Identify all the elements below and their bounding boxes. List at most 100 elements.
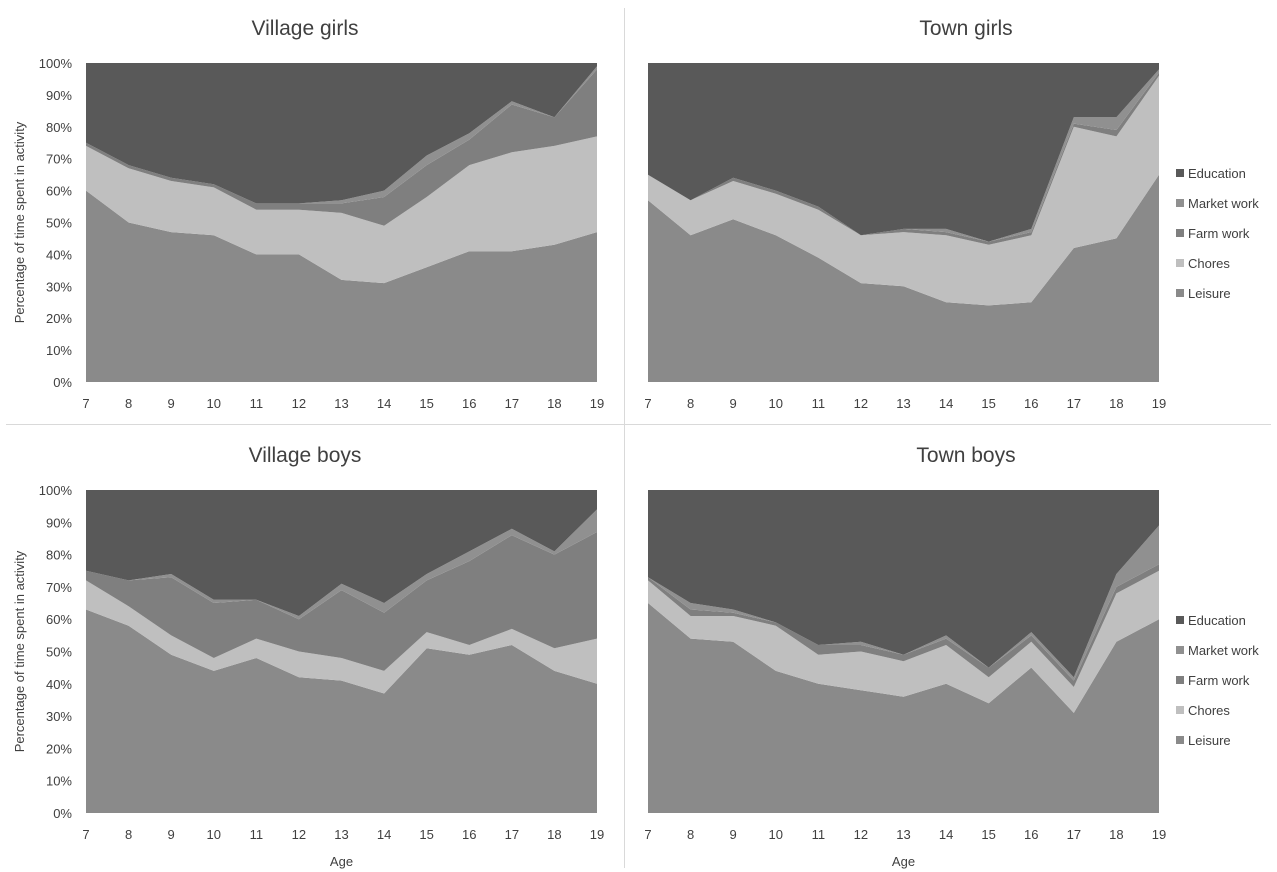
x-tick-label: 8 — [687, 396, 694, 411]
chart-town-boys: Town boys 7 8 9 10 11 12 13 14 15 16 17 18 19 Age Educa… — [644, 444, 1259, 869]
chart-title: Town boys — [916, 444, 1015, 467]
x-tick-label: 17 — [505, 396, 519, 411]
x-tick-label: 11 — [250, 827, 264, 842]
y-tick-label: 50% — [46, 216, 72, 231]
y-tick-label: 10% — [46, 774, 72, 789]
series-area-education — [86, 63, 597, 204]
y-tick-label: 60% — [46, 184, 72, 199]
x-tick-label: 13 — [896, 396, 910, 411]
legend-label-farm-work: Farm work — [1188, 226, 1250, 241]
x-tick-label: 11 — [812, 827, 826, 842]
y-tick-label: 10% — [46, 343, 72, 358]
x-tick-label: 12 — [292, 396, 306, 411]
legend-swatch-farm-work — [1176, 676, 1184, 684]
x-tick-label: 14 — [377, 396, 391, 411]
x-tick-label: 15 — [981, 827, 995, 842]
legend-swatch-farm-work — [1176, 229, 1184, 237]
x-tick-label: 7 — [82, 827, 89, 842]
x-tick-label: 16 — [462, 827, 476, 842]
series-area-farm-work — [86, 532, 597, 671]
x-tick-label: 9 — [730, 827, 737, 842]
x-tick-label: 7 — [644, 827, 651, 842]
x-tick-label: 13 — [896, 827, 910, 842]
legend-label-education: Education — [1188, 613, 1246, 628]
y-tick-label: 90% — [46, 88, 72, 103]
x-tick-label: 17 — [505, 827, 519, 842]
series-area-chores — [86, 136, 597, 284]
y-tick-label: 80% — [46, 120, 72, 135]
x-tick-label: 9 — [168, 827, 175, 842]
y-tick-label: 20% — [46, 741, 72, 756]
y-axis-label: Percentage of time spent in activity — [12, 121, 27, 323]
x-axis-label: Age — [330, 854, 353, 869]
x-tick-label: 12 — [854, 827, 868, 842]
legend-label-leisure: Leisure — [1188, 733, 1231, 748]
legend-label-leisure: Leisure — [1188, 286, 1231, 301]
y-tick-label: 0% — [53, 806, 72, 821]
series-area-chores — [648, 570, 1159, 713]
x-tick-label: 12 — [854, 396, 868, 411]
legend-label-education: Education — [1188, 166, 1246, 181]
x-tick-label: 17 — [1067, 827, 1081, 842]
legend: Education Market work Farm work Chores Leisu… — [1176, 166, 1259, 301]
x-tick-label: 7 — [644, 396, 651, 411]
x-tick-label: 19 — [590, 396, 604, 411]
y-tick-label: 60% — [46, 612, 72, 627]
x-tick-label: 19 — [1152, 827, 1166, 842]
series-area-leisure — [86, 190, 597, 382]
x-tick-label: 16 — [1024, 396, 1038, 411]
x-tick-label: 8 — [125, 827, 132, 842]
x-tick-label: 17 — [1067, 396, 1081, 411]
x-tick-label: 10 — [207, 396, 221, 411]
x-tick-label: 12 — [292, 827, 306, 842]
x-tick-label: 14 — [377, 827, 391, 842]
x-tick-label: 13 — [334, 827, 348, 842]
y-tick-label: 40% — [46, 247, 72, 262]
x-tick-label: 11 — [812, 396, 826, 411]
x-tick-label: 18 — [1109, 827, 1123, 842]
legend-label-chores: Chores — [1188, 256, 1230, 271]
series-area-chores — [648, 75, 1159, 306]
y-tick-label: 80% — [46, 548, 72, 563]
y-tick-label: 40% — [46, 677, 72, 692]
x-tick-label: 15 — [981, 396, 995, 411]
y-tick-label: 30% — [46, 279, 72, 294]
chart-town-girls: Town girls 7 8 9 10 11 12 13 14 15 16 17 18 19 Educati… — [644, 17, 1259, 411]
y-axis-label: Percentage of time spent in activity — [12, 550, 27, 752]
series-area-chores — [86, 580, 597, 694]
y-tick-label: 50% — [46, 645, 72, 660]
chart-title: Town girls — [919, 17, 1012, 40]
x-tick-label: 9 — [730, 396, 737, 411]
x-axis-label: Age — [892, 854, 915, 869]
x-tick-label: 11 — [250, 396, 264, 411]
horizontal-divider — [6, 424, 1271, 425]
x-tick-label: 10 — [207, 827, 221, 842]
legend: Education Market work Farm work Chores Leisu… — [1176, 613, 1259, 748]
legend-swatch-education — [1176, 616, 1184, 624]
x-tick-label: 19 — [590, 827, 604, 842]
x-tick-label: 18 — [547, 396, 561, 411]
series-area-leisure — [648, 603, 1159, 813]
chart-title: Village girls — [252, 17, 359, 40]
x-tick-label: 18 — [547, 827, 561, 842]
x-tick-label: 15 — [419, 396, 433, 411]
x-tick-label: 16 — [462, 396, 476, 411]
y-tick-label: 30% — [46, 709, 72, 724]
y-tick-label: 100% — [39, 56, 73, 71]
y-tick-label: 100% — [39, 483, 73, 498]
x-tick-label: 14 — [939, 396, 953, 411]
series-area-education — [648, 490, 1159, 678]
series-area-farm-work — [86, 69, 597, 226]
legend-label-chores: Chores — [1188, 703, 1230, 718]
legend-label-market-work: Market work — [1188, 196, 1259, 211]
x-tick-label: 8 — [687, 827, 694, 842]
x-tick-label: 10 — [769, 827, 783, 842]
legend-label-market-work: Market work — [1188, 643, 1259, 658]
legend-swatch-market-work — [1176, 646, 1184, 654]
x-tick-label: 18 — [1109, 396, 1123, 411]
vertical-divider — [624, 8, 625, 868]
x-tick-label: 7 — [82, 396, 89, 411]
x-tick-label: 15 — [419, 827, 433, 842]
